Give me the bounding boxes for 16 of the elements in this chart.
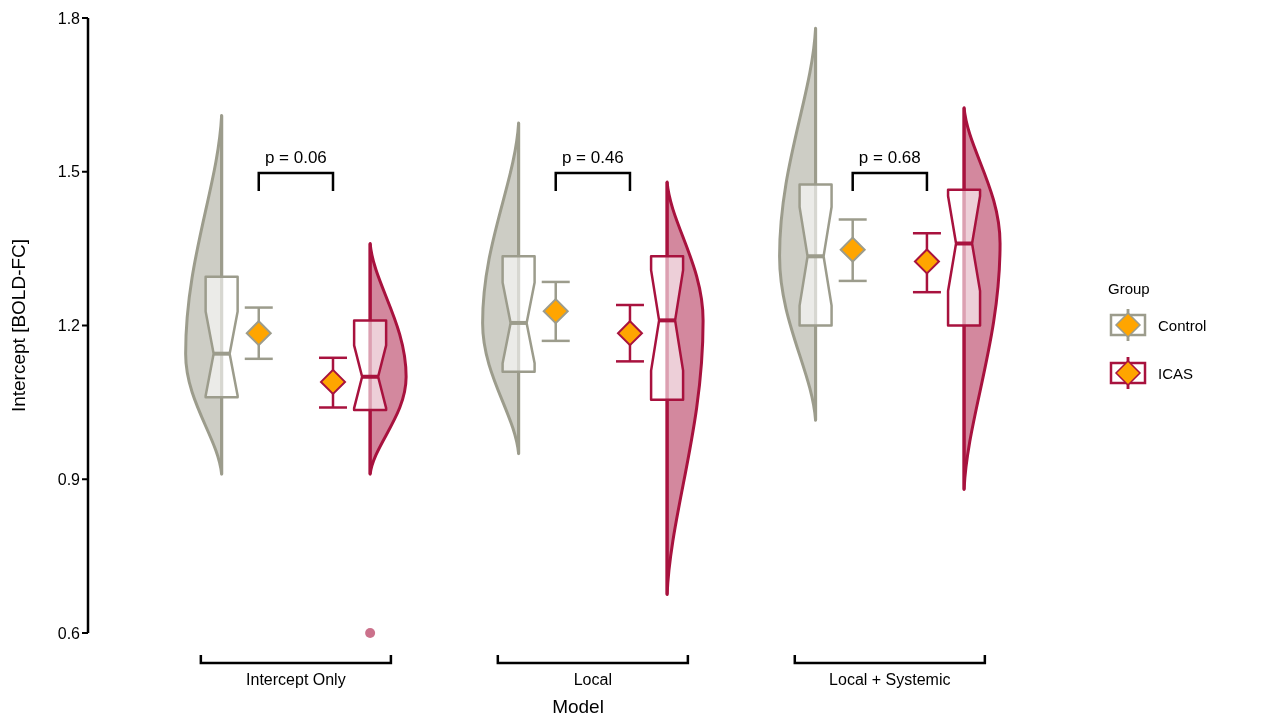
x-axis-title: Model	[552, 696, 604, 717]
y-tick-label: 0.6	[57, 624, 81, 642]
annotation: p = 0.68	[858, 147, 921, 167]
y-tick-label: 0.9	[57, 470, 81, 488]
y-axis-title: Intercept [BOLD-FC]	[7, 238, 29, 413]
y-tick-label: 1.2	[57, 317, 81, 335]
legend-label: Control	[1158, 316, 1207, 334]
legend-title: Group	[1108, 280, 1151, 297]
annotation: p = 0.06	[264, 147, 327, 167]
x-tick-label: Local + Systemic	[829, 671, 951, 688]
y-tick-label: 1.5	[57, 163, 81, 181]
y-tick-label: 1.8	[57, 9, 81, 27]
annotation: p = 0.46	[561, 147, 624, 167]
x-tick-label: Local	[573, 671, 612, 688]
legend-label: ICAS	[1158, 364, 1194, 382]
x-tick-label: Intercept Only	[246, 671, 346, 688]
